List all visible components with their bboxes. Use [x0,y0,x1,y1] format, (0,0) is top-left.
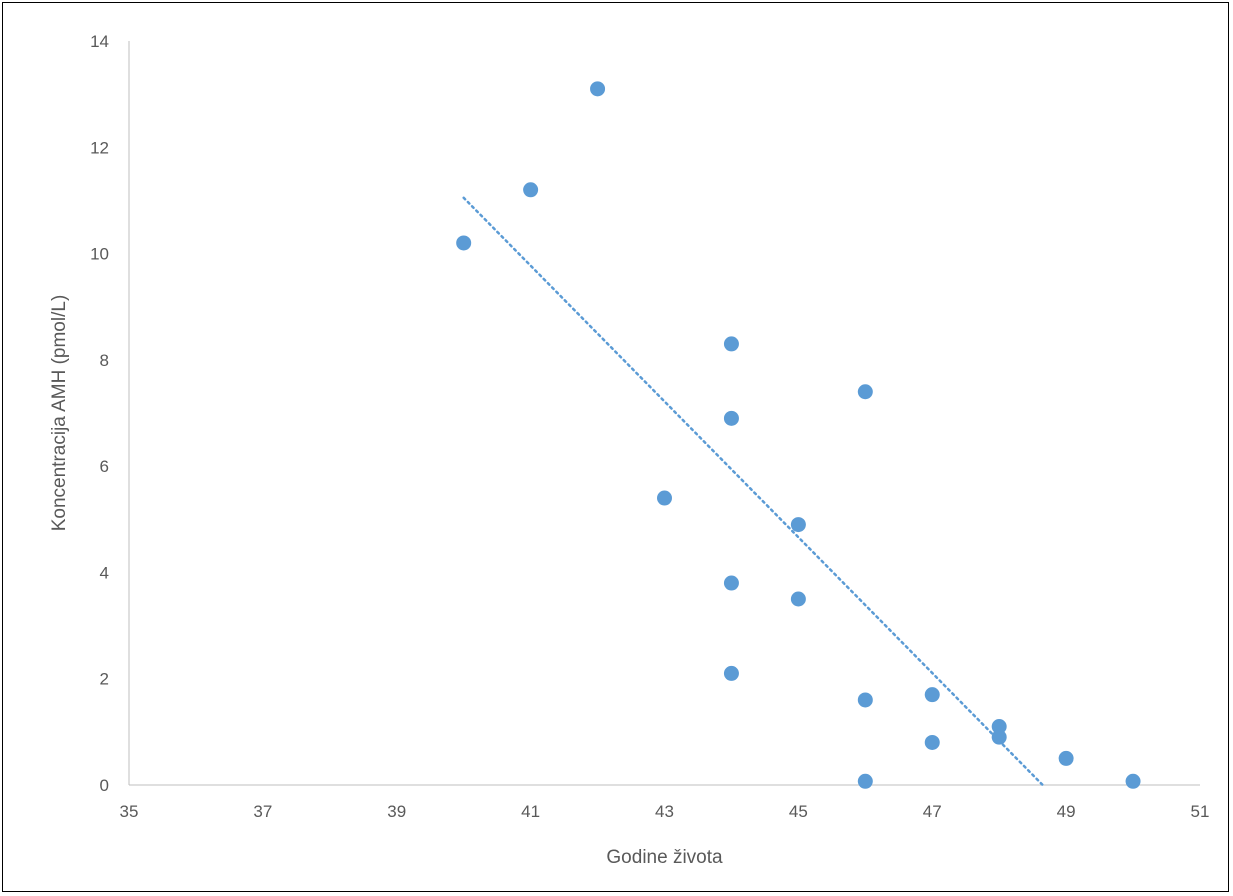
y-tick-label: 6 [100,457,109,476]
data-point [723,410,739,426]
x-tick-label: 41 [521,802,540,821]
data-point [723,665,739,681]
x-tick-label: 49 [1057,802,1076,821]
data-point [924,687,940,703]
y-tick-label: 10 [90,245,109,264]
data-point [857,384,873,400]
data-point [523,182,539,198]
y-tick-label: 14 [90,32,109,51]
x-tick-label: 37 [253,802,272,821]
data-point [790,591,806,607]
y-tick-label: 8 [100,351,109,370]
data-point [790,517,806,533]
x-tick-label: 51 [1191,802,1210,821]
data-point [456,235,472,251]
x-tick-label: 35 [120,802,139,821]
y-tick-label: 4 [100,563,109,582]
scatter-chart: 0 2 4 6 8 10 12 14 35 37 39 41 43 45 47 49 51 Godine ži… [49,32,1210,868]
x-axis-title: Godine života [606,847,723,868]
y-tick-label: 2 [100,670,109,689]
y-tick-labels: 0 2 4 6 8 10 12 14 [90,32,109,795]
x-tick-label: 43 [655,802,674,821]
y-tick-label: 12 [90,138,109,157]
y-axis-title: Koncentracija AMH (pmol/L) [49,295,70,532]
y-tick-label: 0 [100,776,109,795]
x-tick-label: 39 [387,802,406,821]
data-point [1125,773,1141,789]
data-point [924,734,940,750]
data-point [723,575,739,591]
data-point [991,719,1007,735]
data-point [723,336,739,352]
x-tick-label: 47 [923,802,942,821]
data-point [1058,750,1074,766]
x-tick-label: 45 [789,802,808,821]
data-point [991,729,1007,745]
data-point [590,81,606,97]
data-points [456,81,1141,789]
x-tick-labels: 35 37 39 41 43 45 47 49 51 [120,802,1210,821]
data-point [857,773,873,789]
trendline [462,196,1044,787]
data-point [657,490,672,506]
data-point [857,692,873,708]
